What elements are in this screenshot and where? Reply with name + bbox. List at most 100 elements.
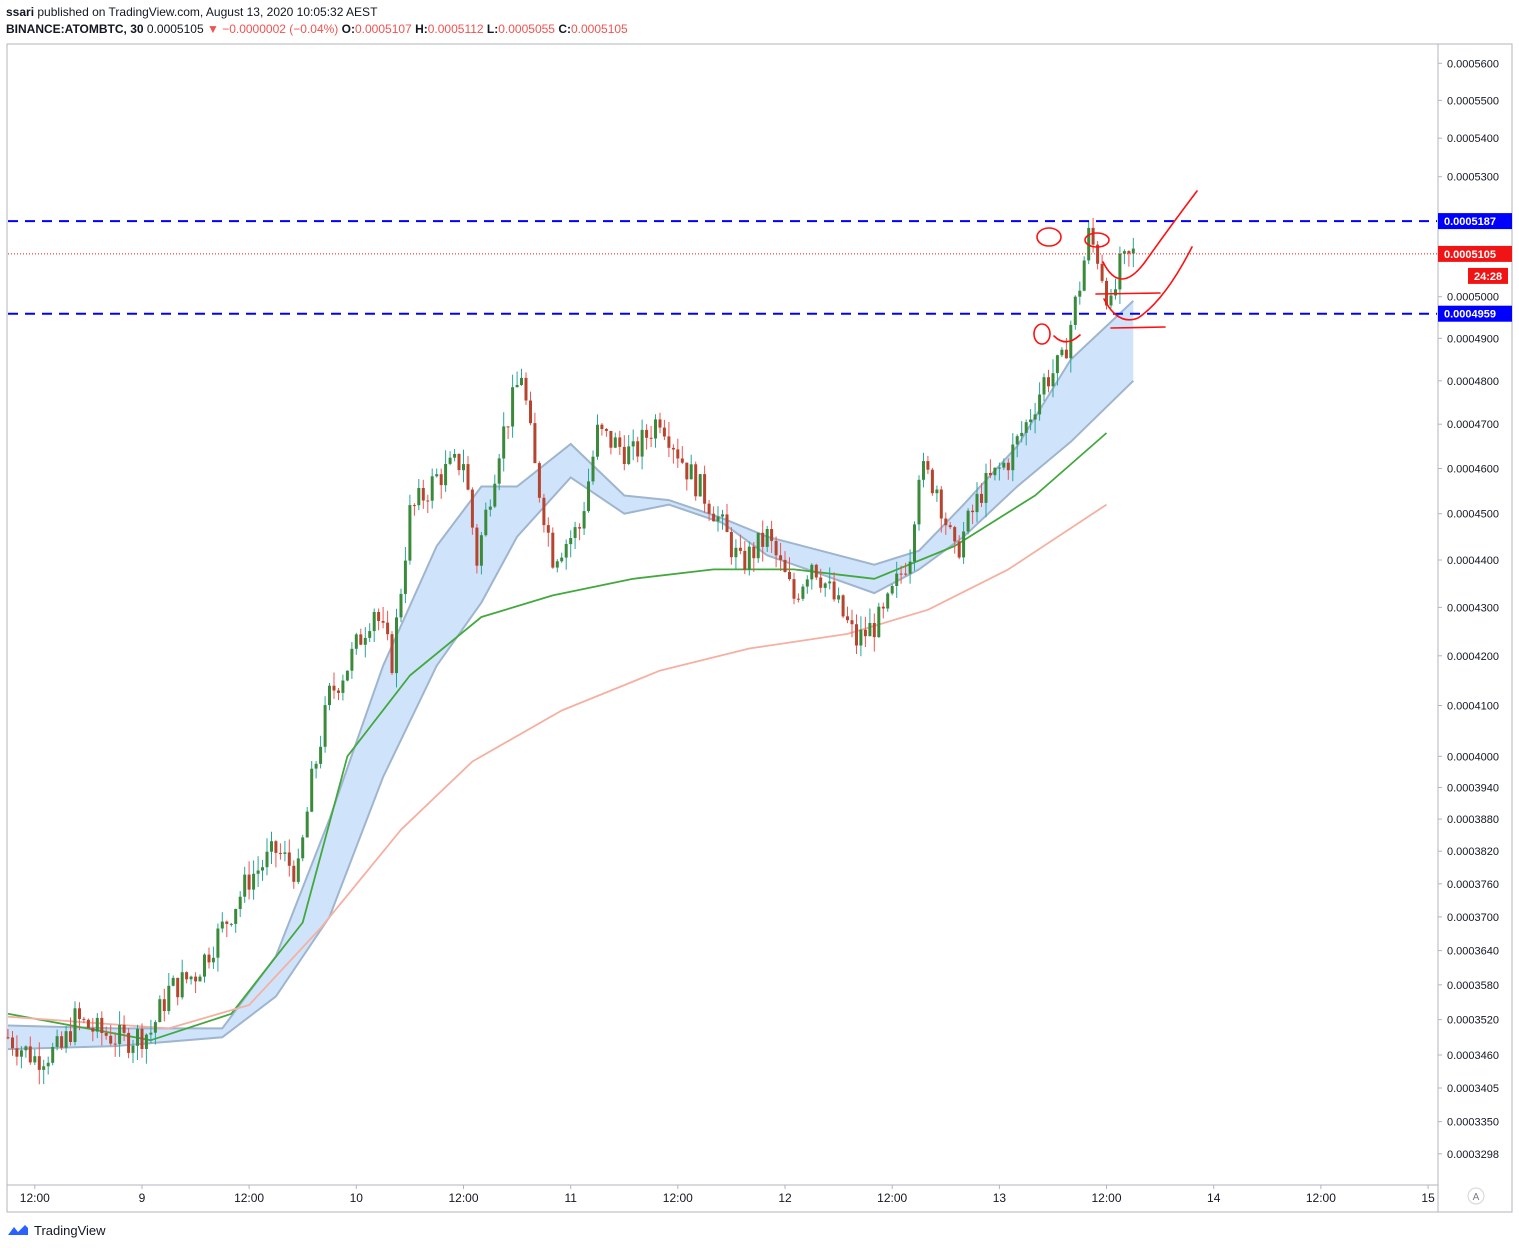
candle (587, 468, 590, 513)
candle-body (247, 874, 251, 890)
candle-body (462, 464, 465, 471)
candle-body (939, 489, 943, 519)
candle (412, 503, 416, 516)
annotation-ellipse (1084, 232, 1110, 248)
candle (613, 432, 617, 449)
time-tick-label: 12 (778, 1191, 792, 1205)
price-tick-label: 0.0003820 (1447, 846, 1499, 858)
price-tick-label: 0.0003640 (1447, 946, 1499, 958)
candle-body (783, 559, 787, 572)
candle-body (1020, 432, 1024, 437)
tradingview-logo-icon[interactable] (6, 1223, 30, 1237)
candle (243, 866, 247, 903)
candle-body (185, 972, 189, 980)
candle (426, 494, 430, 513)
candle-body (872, 623, 876, 638)
candle-body (180, 972, 184, 998)
auto-scale-button[interactable]: A (1467, 1187, 1485, 1205)
candle (479, 532, 483, 575)
price-scale-ticks: 0.0005600 0.0005500 0.0005400 0.0005300 0.00… (1438, 58, 1499, 1161)
candle (301, 834, 305, 862)
published-text: published on TradingView.com, August 13,… (37, 5, 378, 19)
candle (649, 426, 653, 447)
candle (11, 1031, 14, 1056)
candle (33, 1049, 37, 1065)
candle (600, 423, 604, 436)
candle (837, 587, 841, 604)
candle-body (350, 648, 354, 671)
candle-body (176, 977, 180, 998)
candle (359, 628, 363, 646)
candle-body (167, 985, 171, 1011)
candle-body (488, 506, 492, 510)
candle (1006, 458, 1010, 480)
candle (689, 454, 693, 480)
candle-body (153, 1022, 157, 1033)
candle (149, 1019, 153, 1044)
open-label: O: (341, 22, 355, 36)
candle-body (752, 546, 756, 559)
candle (131, 1039, 135, 1064)
annotation-line (1095, 292, 1161, 295)
candle-body (984, 473, 988, 503)
candle-body (895, 573, 899, 586)
candle (828, 567, 832, 590)
candle (609, 430, 613, 455)
candle-body (287, 852, 291, 866)
candle (1082, 256, 1086, 292)
candle (734, 539, 738, 569)
candle (136, 1024, 139, 1060)
candle-body (100, 1017, 104, 1033)
candle-body (788, 571, 791, 580)
candle-body (618, 437, 622, 447)
candle (627, 435, 631, 466)
price-tick-label: 0.0004700 (1447, 419, 1499, 431)
candle (671, 444, 675, 464)
candle (73, 1001, 77, 1046)
candle (529, 391, 532, 426)
candle-body (73, 1008, 77, 1042)
candle (15, 1035, 19, 1066)
candle-body (19, 1050, 23, 1057)
candle-body (435, 474, 439, 477)
candle (645, 424, 649, 450)
candle-body (832, 581, 836, 600)
candle-body (631, 441, 635, 447)
candle-body (24, 1046, 28, 1051)
price-tick-label: 0.0004600 (1447, 464, 1499, 476)
candle (408, 494, 412, 565)
candle-body (86, 1019, 90, 1029)
candle-body (738, 547, 742, 551)
candle-body (546, 525, 550, 533)
candle-body (613, 437, 617, 448)
candle-body (28, 1046, 32, 1063)
price-badge-countdown: 24:28 (1468, 267, 1508, 284)
candle (756, 532, 760, 563)
candle (622, 435, 626, 471)
candle-body (855, 624, 858, 646)
candle (55, 1029, 59, 1051)
candle-body (765, 529, 769, 547)
candle-body (457, 454, 461, 471)
chart-header: ssari published on TradingView.com, Augu… (6, 4, 628, 38)
candle-body (430, 476, 434, 501)
price-badge-bg (1438, 213, 1512, 230)
candle (573, 521, 577, 549)
candle-body (122, 1024, 126, 1033)
candle-body (1100, 263, 1104, 281)
candle-body (770, 529, 774, 541)
candle (185, 971, 189, 984)
candle-body (33, 1056, 37, 1063)
candle (957, 535, 961, 560)
candle (729, 527, 733, 565)
author-name[interactable]: ssari (6, 5, 35, 19)
footer-brand[interactable]: TradingView (34, 1222, 106, 1238)
candle (1127, 250, 1131, 267)
candle-body (439, 474, 443, 486)
symbol-label[interactable]: BINANCE:ATOMBTC, 30 (6, 22, 144, 36)
candle (100, 1011, 104, 1046)
candle (537, 461, 541, 503)
candle (515, 371, 519, 388)
candle (939, 486, 943, 533)
